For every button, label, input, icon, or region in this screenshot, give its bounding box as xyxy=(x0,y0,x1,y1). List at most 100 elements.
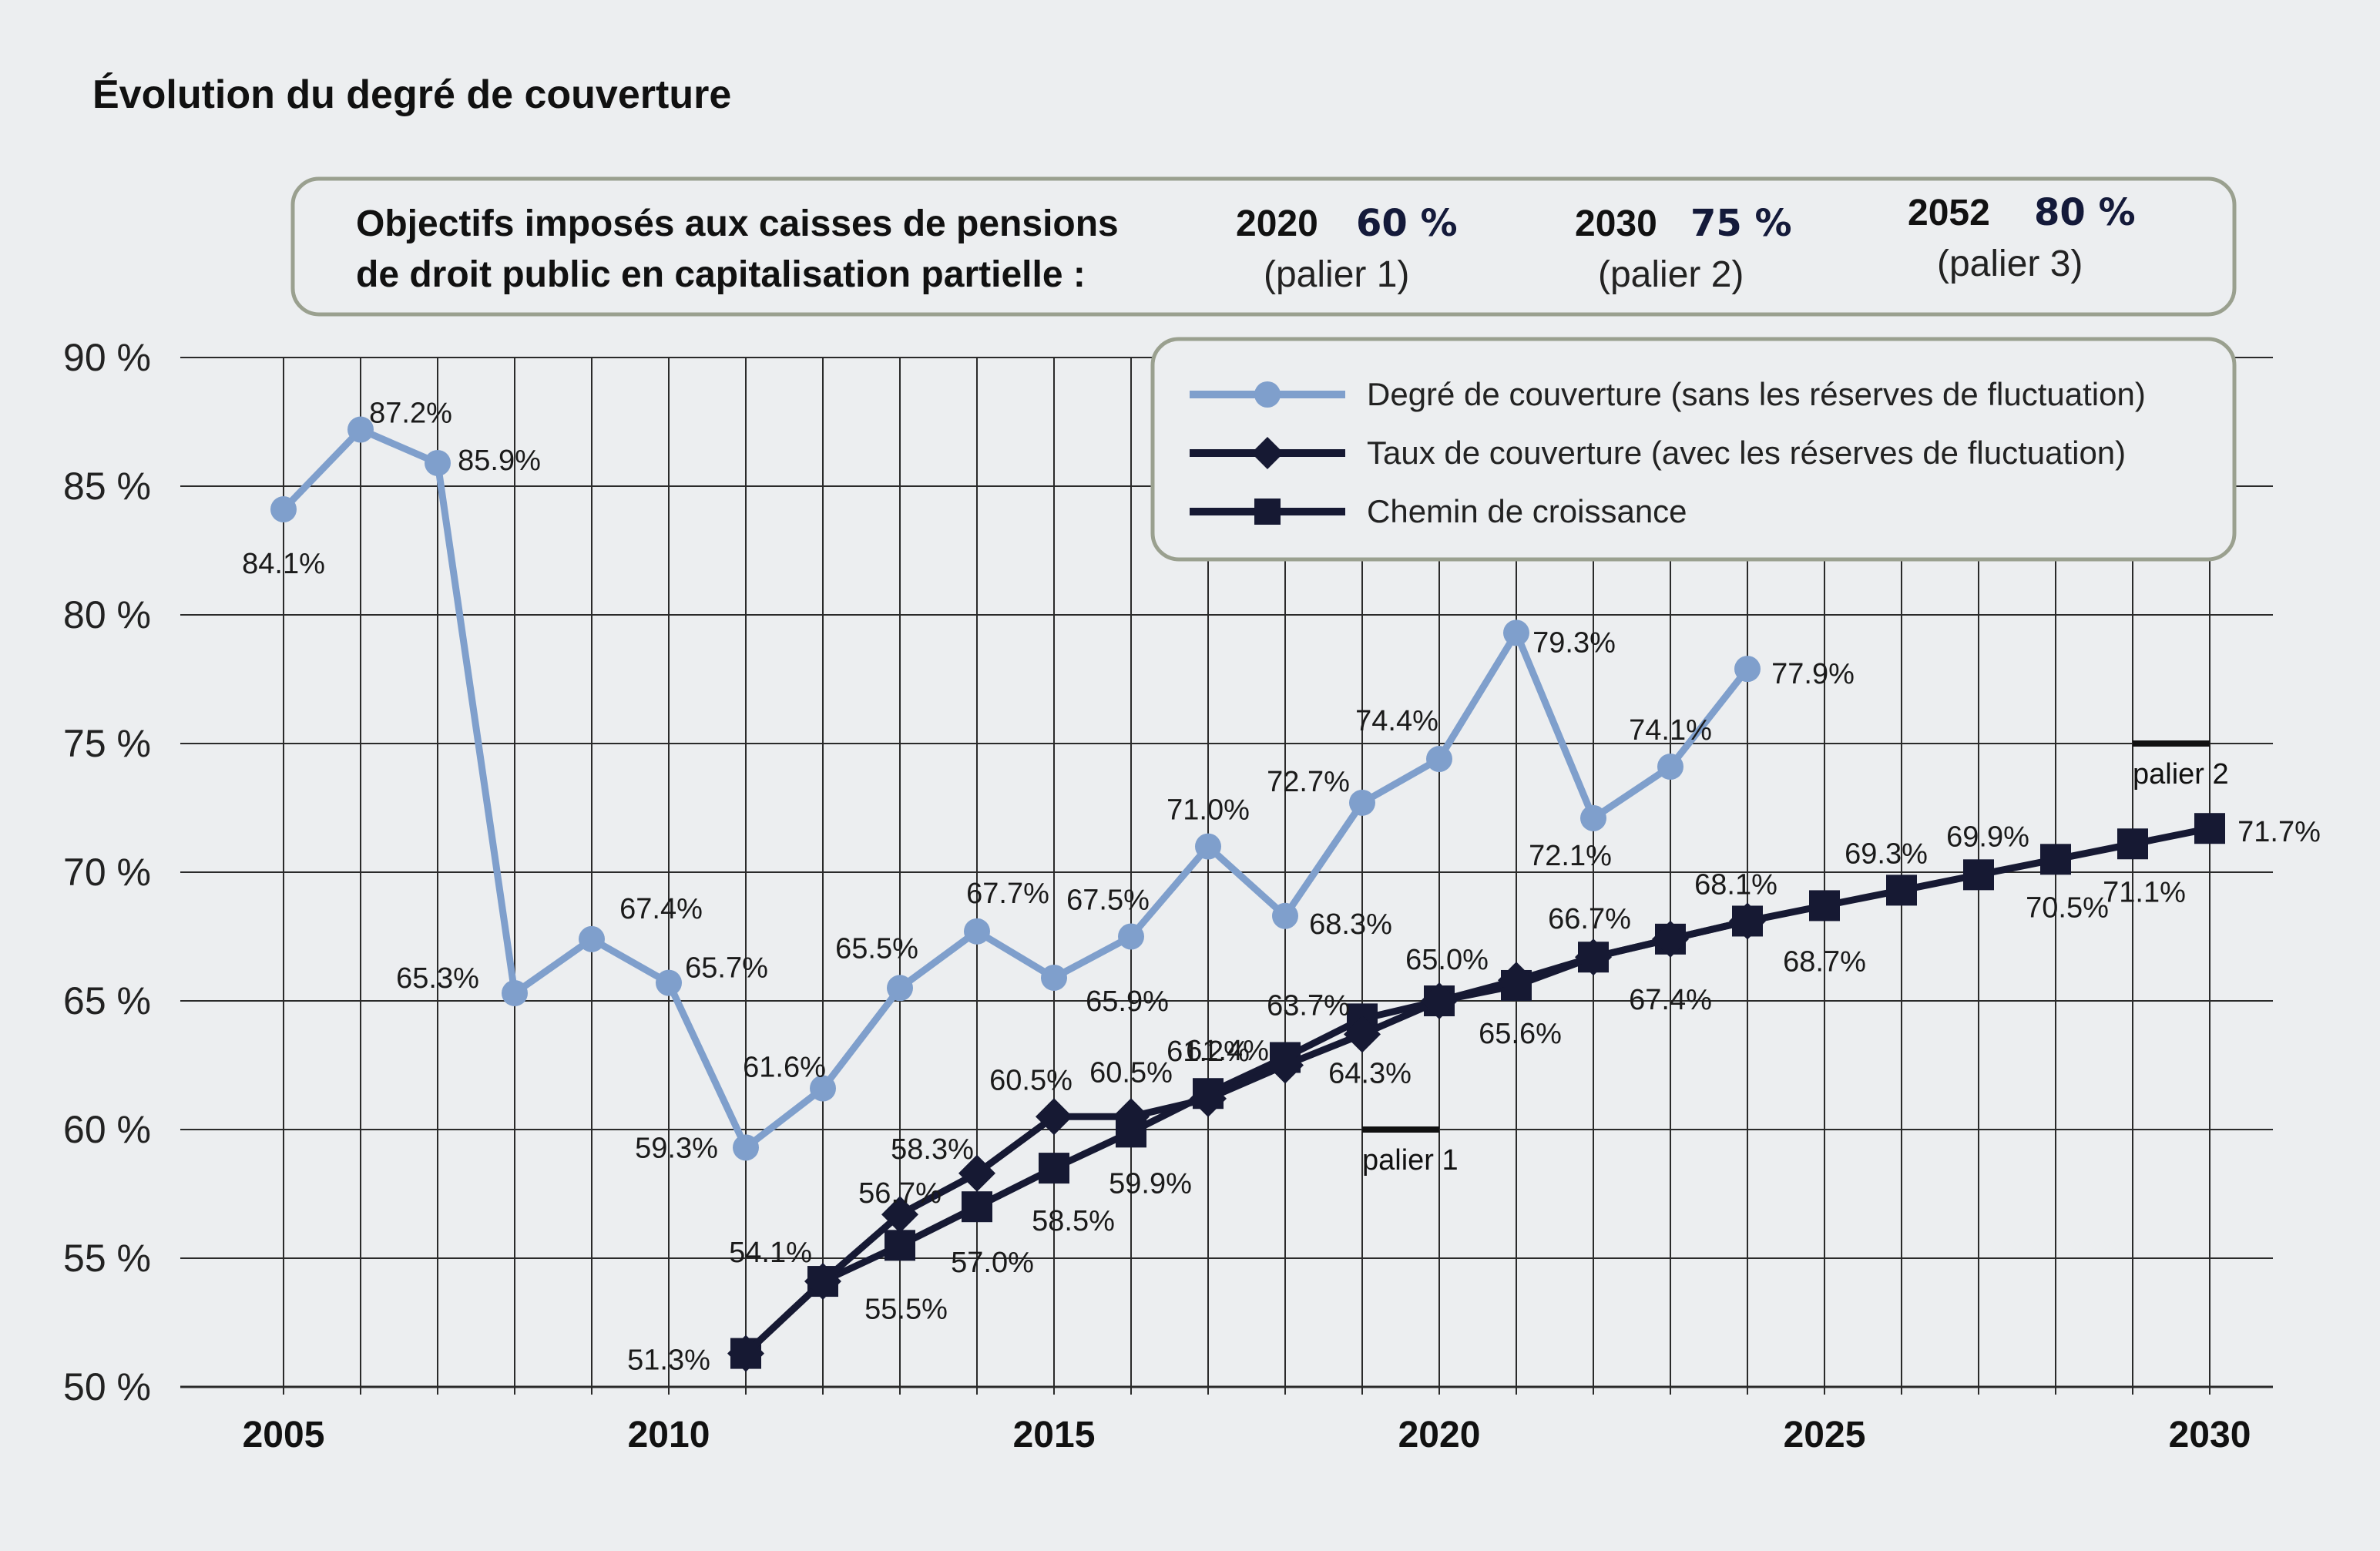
annotations: palier 1 palier 2 xyxy=(1362,740,2229,1177)
data-point-circle xyxy=(1580,804,1606,831)
y-tick-label: 80 % xyxy=(63,593,151,636)
data-point-circle xyxy=(1349,789,1375,816)
data-point-circle xyxy=(270,496,297,523)
data-label: 57.0% xyxy=(951,1247,1034,1279)
x-tick-label: 2010 xyxy=(628,1415,710,1455)
objectives-box: Objectifs imposés aux caisses de pension… xyxy=(290,176,2237,317)
data-label: 69.3% xyxy=(1845,838,1928,870)
data-point-square xyxy=(1886,875,1917,906)
data-label: 59.9% xyxy=(1109,1167,1192,1200)
objective-1-pct: 60 % xyxy=(1356,202,1458,245)
data-point-diamond xyxy=(1498,962,1535,999)
data-label: 74.4% xyxy=(1355,705,1438,737)
data-label: 64.3% xyxy=(1328,1057,1412,1089)
objective-3-year: 2052 xyxy=(1908,193,1990,233)
data-point-diamond xyxy=(958,1154,995,1192)
data-point-square xyxy=(1039,1153,1069,1184)
data-label: 70.5% xyxy=(2026,891,2109,924)
data-label: 55.5% xyxy=(864,1293,948,1325)
data-point-circle xyxy=(1118,923,1144,950)
data-label: 67.4% xyxy=(1629,984,1712,1016)
data-label: 65.0% xyxy=(1405,944,1489,976)
x-tick-label: 2030 xyxy=(2169,1415,2251,1455)
data-label: 60.5% xyxy=(989,1064,1073,1096)
x-tick-label: 2015 xyxy=(1013,1415,1096,1455)
legend-circle-marker xyxy=(1254,381,1281,408)
objective-2-year: 2030 xyxy=(1575,203,1657,244)
y-tick-label: 50 % xyxy=(63,1365,151,1408)
chart-title: Évolution du degré de couverture xyxy=(92,72,731,117)
data-label: 79.3% xyxy=(1532,626,1616,659)
palier-label: palier 1 xyxy=(1362,1144,1459,1177)
data-point-square xyxy=(1963,859,1994,891)
data-point-circle xyxy=(887,975,913,1002)
data-point-diamond xyxy=(1190,1079,1227,1117)
data-label: 58.3% xyxy=(891,1133,974,1166)
data-point-diamond xyxy=(1036,1098,1073,1136)
data-label: 84.1% xyxy=(242,548,325,580)
x-tick-label: 2005 xyxy=(243,1415,325,1455)
data-label: 74.1% xyxy=(1629,714,1712,747)
data-point-circle xyxy=(425,449,451,476)
data-point-diamond xyxy=(1421,982,1458,1019)
data-label: 67.7% xyxy=(966,878,1049,910)
y-tick-label: 90 % xyxy=(63,336,151,379)
data-label: 67.4% xyxy=(619,893,703,925)
objective-3-sub: (palier 3) xyxy=(1937,243,2083,284)
data-label: 72.1% xyxy=(1529,840,1612,872)
data-point-diamond xyxy=(1113,1098,1150,1136)
objective-1-year: 2020 xyxy=(1236,203,1318,244)
data-label: 68.1% xyxy=(1694,868,1777,901)
objective-3-pct: 80 % xyxy=(2034,191,2136,234)
data-point-diamond xyxy=(1729,902,1766,940)
data-labels: 84.1% 87.2%85.9% 65.3% 67.4% 65.7% 59.3% 61.6%… xyxy=(242,398,2321,1377)
data-point-diamond xyxy=(804,1263,841,1301)
data-label: 58.5% xyxy=(1032,1205,1115,1237)
data-point-diamond xyxy=(1652,920,1689,958)
data-point-diamond xyxy=(1575,938,1612,976)
data-label: 65.5% xyxy=(835,932,918,965)
data-label: 68.3% xyxy=(1309,908,1392,941)
data-label: 72.7% xyxy=(1267,766,1350,798)
y-tick-label: 65 % xyxy=(63,979,151,1022)
data-label: 63.7% xyxy=(1267,989,1350,1022)
data-label: 71.1% xyxy=(2103,876,2186,908)
data-point-square xyxy=(885,1230,915,1261)
data-point-circle xyxy=(1734,656,1761,683)
y-tick-label: 70 % xyxy=(63,851,151,894)
y-tick-label: 60 % xyxy=(63,1108,151,1151)
objectives-text-line1: Objectifs imposés aux caisses de pension… xyxy=(356,203,1119,244)
data-point-square xyxy=(962,1191,992,1223)
data-point-circle xyxy=(1503,619,1529,646)
axes: 90 % 85 % 80 % 75 % 70 % 65 % 60 % 55 % 50 % 2005… xyxy=(63,336,2251,1455)
y-tick-label: 55 % xyxy=(63,1237,151,1280)
data-point-circle xyxy=(579,925,605,952)
x-tick-label: 2020 xyxy=(1398,1415,1481,1455)
data-label: 65.9% xyxy=(1086,985,1169,1018)
data-point-circle xyxy=(656,969,682,996)
data-label: 65.6% xyxy=(1479,1018,1562,1050)
data-label: 71.7% xyxy=(2237,816,2321,848)
data-point-circle xyxy=(1272,902,1298,929)
data-label: 66.7% xyxy=(1548,903,1631,935)
objective-2-pct: 75 % xyxy=(1690,202,1792,245)
objectives-text-line2: de droit public en capitalisation partie… xyxy=(356,254,1086,295)
series-line-circle xyxy=(280,426,1751,1151)
data-label: 67.5% xyxy=(1066,885,1150,917)
data-point-circle xyxy=(810,1075,836,1102)
y-tick-label: 75 % xyxy=(63,722,151,765)
data-label: 85.9% xyxy=(458,445,541,477)
data-point-diamond xyxy=(727,1334,764,1372)
legend-border xyxy=(1150,337,2237,562)
data-label: 61.2% xyxy=(1167,1036,1250,1068)
data-label: 77.9% xyxy=(1771,658,1855,690)
data-label: 56.7% xyxy=(858,1177,942,1210)
data-point-diamond xyxy=(1267,1046,1304,1084)
legend-label-2: Taux de couverture (avec les réserves de… xyxy=(1367,435,2126,471)
x-tick-label: 2025 xyxy=(1784,1415,1866,1455)
legend: Degré de couverture (sans les réserves d… xyxy=(1150,337,2237,562)
data-label: 69.9% xyxy=(1946,821,2029,853)
legend-square-marker xyxy=(1254,499,1281,525)
data-label: 60.5% xyxy=(1089,1056,1173,1089)
